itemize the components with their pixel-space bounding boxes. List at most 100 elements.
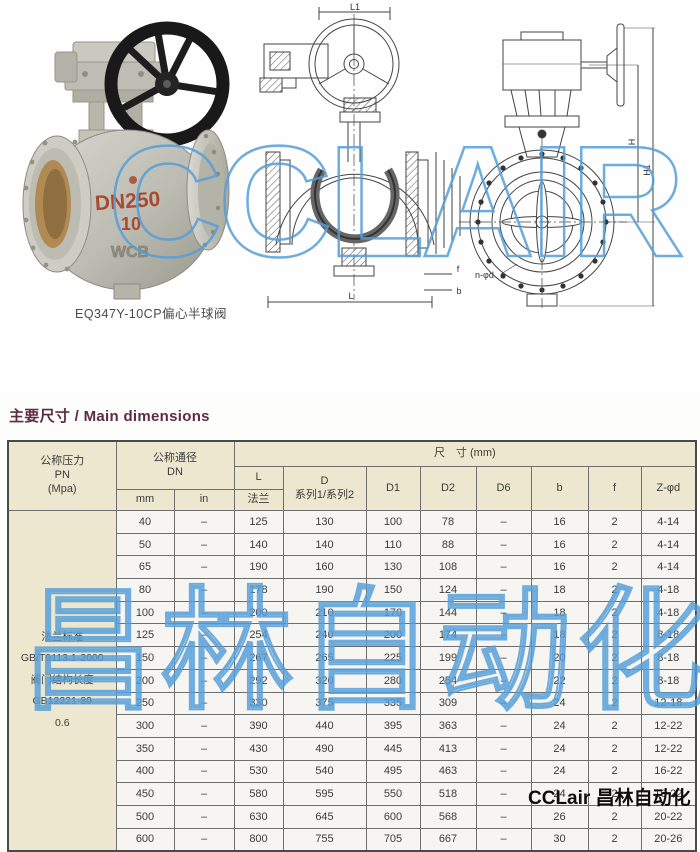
dimension-cell: 645 [282,804,367,829]
pn-standards-line: GB/T9113.1-2000 [20,652,104,665]
dimension-cell: 16-22 [640,759,697,784]
dimension-cell: 178 [233,578,284,602]
dimension-cell: 254 [419,668,477,693]
dimension-cell: 400 [115,759,175,784]
dimension-cell: 40 [115,510,175,534]
header-col-l: L [233,466,284,490]
dimension-cell: 530 [233,759,284,784]
dimension-cell: 463 [419,759,477,784]
dimension-cell: 150 [115,646,175,670]
header-col-f: f [587,466,642,511]
dimension-cell: 4-18 [640,578,697,602]
dimension-cell: 4-18 [640,600,697,625]
pn-standards-line: GB12221-89 [32,695,93,708]
drain-boss [113,283,141,300]
dimension-cell: 130 [365,555,421,580]
dimension-cell: 200 [115,668,175,693]
dimension-cell: 100 [365,510,421,534]
dim-label-h1: H1 [642,164,652,176]
dimension-cell: 330 [233,691,284,716]
dimension-cell: 4-14 [640,555,697,580]
table-row: 450–580 595 550 518–24 2 16-22 [8,782,697,806]
dimension-cell: 190 [233,555,284,580]
dimension-cell: – [173,532,235,557]
table-row: 80–178 190 150 124–18 2 4-18 [8,578,697,602]
dimension-cell: – [173,691,235,716]
dimension-cell: 199 [419,646,477,670]
dimension-cell: – [475,827,532,852]
table-row: 法兰标准 GB/T9113.1-2000 阀门结构长度 GB12221-89 0.6 40… [7,510,697,852]
dimension-cell: 500 [115,804,175,829]
dimension-cell: – [173,668,235,693]
dimension-cell: 2 [587,827,642,852]
dimension-cell: – [475,600,532,625]
dim-label-f: f [457,264,460,274]
dimension-cell: 225 [365,646,421,670]
dimension-cell: 292 [233,668,284,693]
dimension-cell: 190 [282,578,367,602]
dimension-cell: 595 [282,782,367,806]
dimension-cell: – [475,555,532,580]
dimension-cell: – [475,759,532,784]
table-row: 65–190 160 130 108–16 2 4-14 [8,555,697,580]
dimension-cell: 2 [587,804,642,829]
dimension-cell: 250 [115,691,175,716]
table-row: 125–254 240 200 174–18 2 8-18 [8,623,697,648]
table-row: 500–630 645 600 568–26 2 20-22 [8,804,697,829]
dimension-cell: 2 [587,714,642,738]
dimension-cell: 200 [233,600,284,625]
dimension-cell: 24 [530,691,589,716]
dimension-cell: 309 [419,691,477,716]
dimension-cell: 88 [419,532,477,557]
dimension-cell: 2 [587,510,642,534]
dimension-cell: 16 [530,555,589,580]
dimension-cell: 108 [419,555,477,580]
dimension-cell: 375 [282,691,367,716]
dimension-cell: 267 [233,646,284,670]
header-pn-line1: 公称压力 [40,455,85,468]
dimension-cell: 8-18 [640,668,697,693]
dimension-cell: 440 [282,714,367,738]
dimension-cell: – [173,646,235,670]
dimension-cell: – [173,555,235,580]
dimension-cell: – [475,804,532,829]
dimension-cell: – [173,623,235,648]
dimension-cell: 280 [365,668,421,693]
dimension-cell: 65 [115,555,175,580]
dimension-cell: – [173,600,235,625]
dimension-cell: – [173,714,235,738]
table-row: 100–200 210 170 144–18 2 4-18 [8,600,697,625]
dimension-cell: 2 [587,623,642,648]
dimension-cell: 12-22 [640,736,697,761]
dimension-cell: 125 [115,623,175,648]
header-col-d6: D6 [475,466,532,511]
dimension-cell: – [475,668,532,693]
dimension-cell: 550 [365,782,421,806]
dimension-cell: – [475,714,532,738]
pn-standards-line: 法兰标准 [41,630,84,643]
dimension-cell: 2 [587,759,642,784]
pn-standards-cell: 法兰标准 GB/T9113.1-2000 阀门结构长度 GB12221-89 0.6 [7,510,117,852]
dimension-cell: 140 [282,532,367,557]
dimension-cell: – [475,623,532,648]
dimension-cell: 24 [530,714,589,738]
valve-photo: DN250 10 WCB [22,21,230,300]
dimension-cell: 2 [587,600,642,625]
table-row: 350–430 490 445 413–24 2 12-22 [8,736,697,761]
dimension-cell: 125 [233,510,284,534]
dimension-cell: 350 [115,736,175,761]
dimension-cell: – [475,578,532,602]
header-dn: 公称通径 DN [115,440,235,490]
header-col-b: b [530,466,589,511]
dimension-cell: 755 [282,827,367,852]
dimension-cell: 78 [419,510,477,534]
dimension-cell: 16-22 [640,782,697,806]
dimension-cell: 300 [115,714,175,738]
pn-standards-line: 阀门结构长度 [30,673,94,686]
right-flange [186,129,230,251]
dimension-cell: 16 [530,510,589,534]
dimension-cell: 18 [530,578,589,602]
dimension-cell: 667 [419,827,477,852]
dimension-cell: 2 [587,736,642,761]
header-d-line1: D [320,474,329,487]
